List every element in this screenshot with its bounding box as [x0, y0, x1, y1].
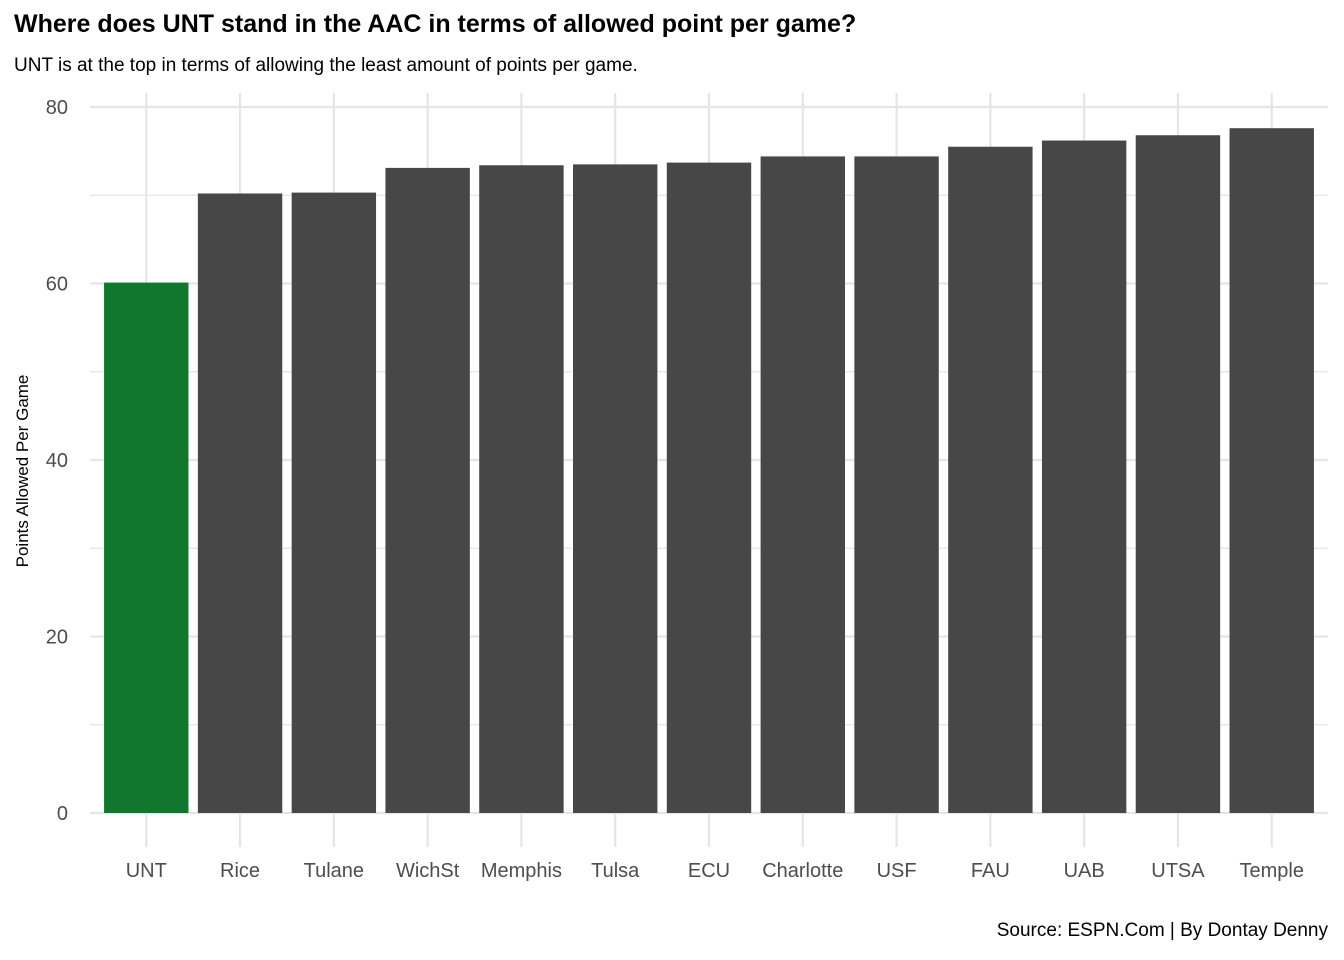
- bar-usf: [854, 156, 939, 814]
- x-axis-ticks: UNT Rice Tulane WichSt Memphis Tulsa ECU Charlo…: [126, 860, 1304, 882]
- bars: [104, 128, 1314, 814]
- bar-tulsa: [573, 164, 658, 814]
- bar-temple: [1229, 128, 1314, 813]
- bar-ecu: [666, 162, 752, 813]
- x-tick-label: UAB: [1064, 860, 1105, 882]
- bar-wichst: [385, 167, 470, 813]
- bar-uab: [1041, 140, 1127, 813]
- bar-fau: [948, 146, 1033, 813]
- y-tick-label: 0: [57, 803, 68, 825]
- x-tick-label: UTSA: [1151, 860, 1205, 882]
- y-axis-ticks: 0 20 40 60 80: [46, 97, 68, 825]
- x-tick-label: Memphis: [481, 860, 562, 882]
- y-tick-label: 80: [46, 97, 68, 119]
- x-tick-label: ECU: [688, 860, 730, 882]
- y-tick-label: 60: [46, 274, 68, 296]
- chart-subtitle: UNT is at the top in terms of allowing t…: [14, 55, 638, 76]
- chart-title: Where does UNT stand in the AAC in terms…: [14, 10, 857, 38]
- bar-rice: [197, 193, 283, 814]
- x-tick-label: FAU: [971, 860, 1010, 882]
- bar-unt: [104, 282, 189, 813]
- x-tick-label: Rice: [220, 860, 260, 882]
- bar-memphis: [479, 165, 564, 813]
- x-tick-label: Charlotte: [762, 860, 843, 882]
- x-tick-label: WichSt: [396, 860, 460, 882]
- x-tick-label: Tulane: [304, 860, 364, 882]
- y-tick-label: 20: [46, 627, 68, 649]
- y-tick-label: 40: [46, 450, 68, 472]
- x-tick-label: UNT: [126, 860, 167, 882]
- y-axis-title: Points Allowed Per Game: [13, 375, 32, 568]
- bar-tulane: [291, 192, 377, 814]
- x-tick-label: USF: [877, 860, 917, 882]
- x-tick-label: Tulsa: [591, 860, 640, 882]
- bar-utsa: [1135, 135, 1221, 814]
- chart-caption: Source: ESPN.Com | By Dontay Denny: [996, 920, 1328, 941]
- bar-charlotte: [760, 156, 845, 814]
- x-tick-label: Temple: [1239, 860, 1303, 882]
